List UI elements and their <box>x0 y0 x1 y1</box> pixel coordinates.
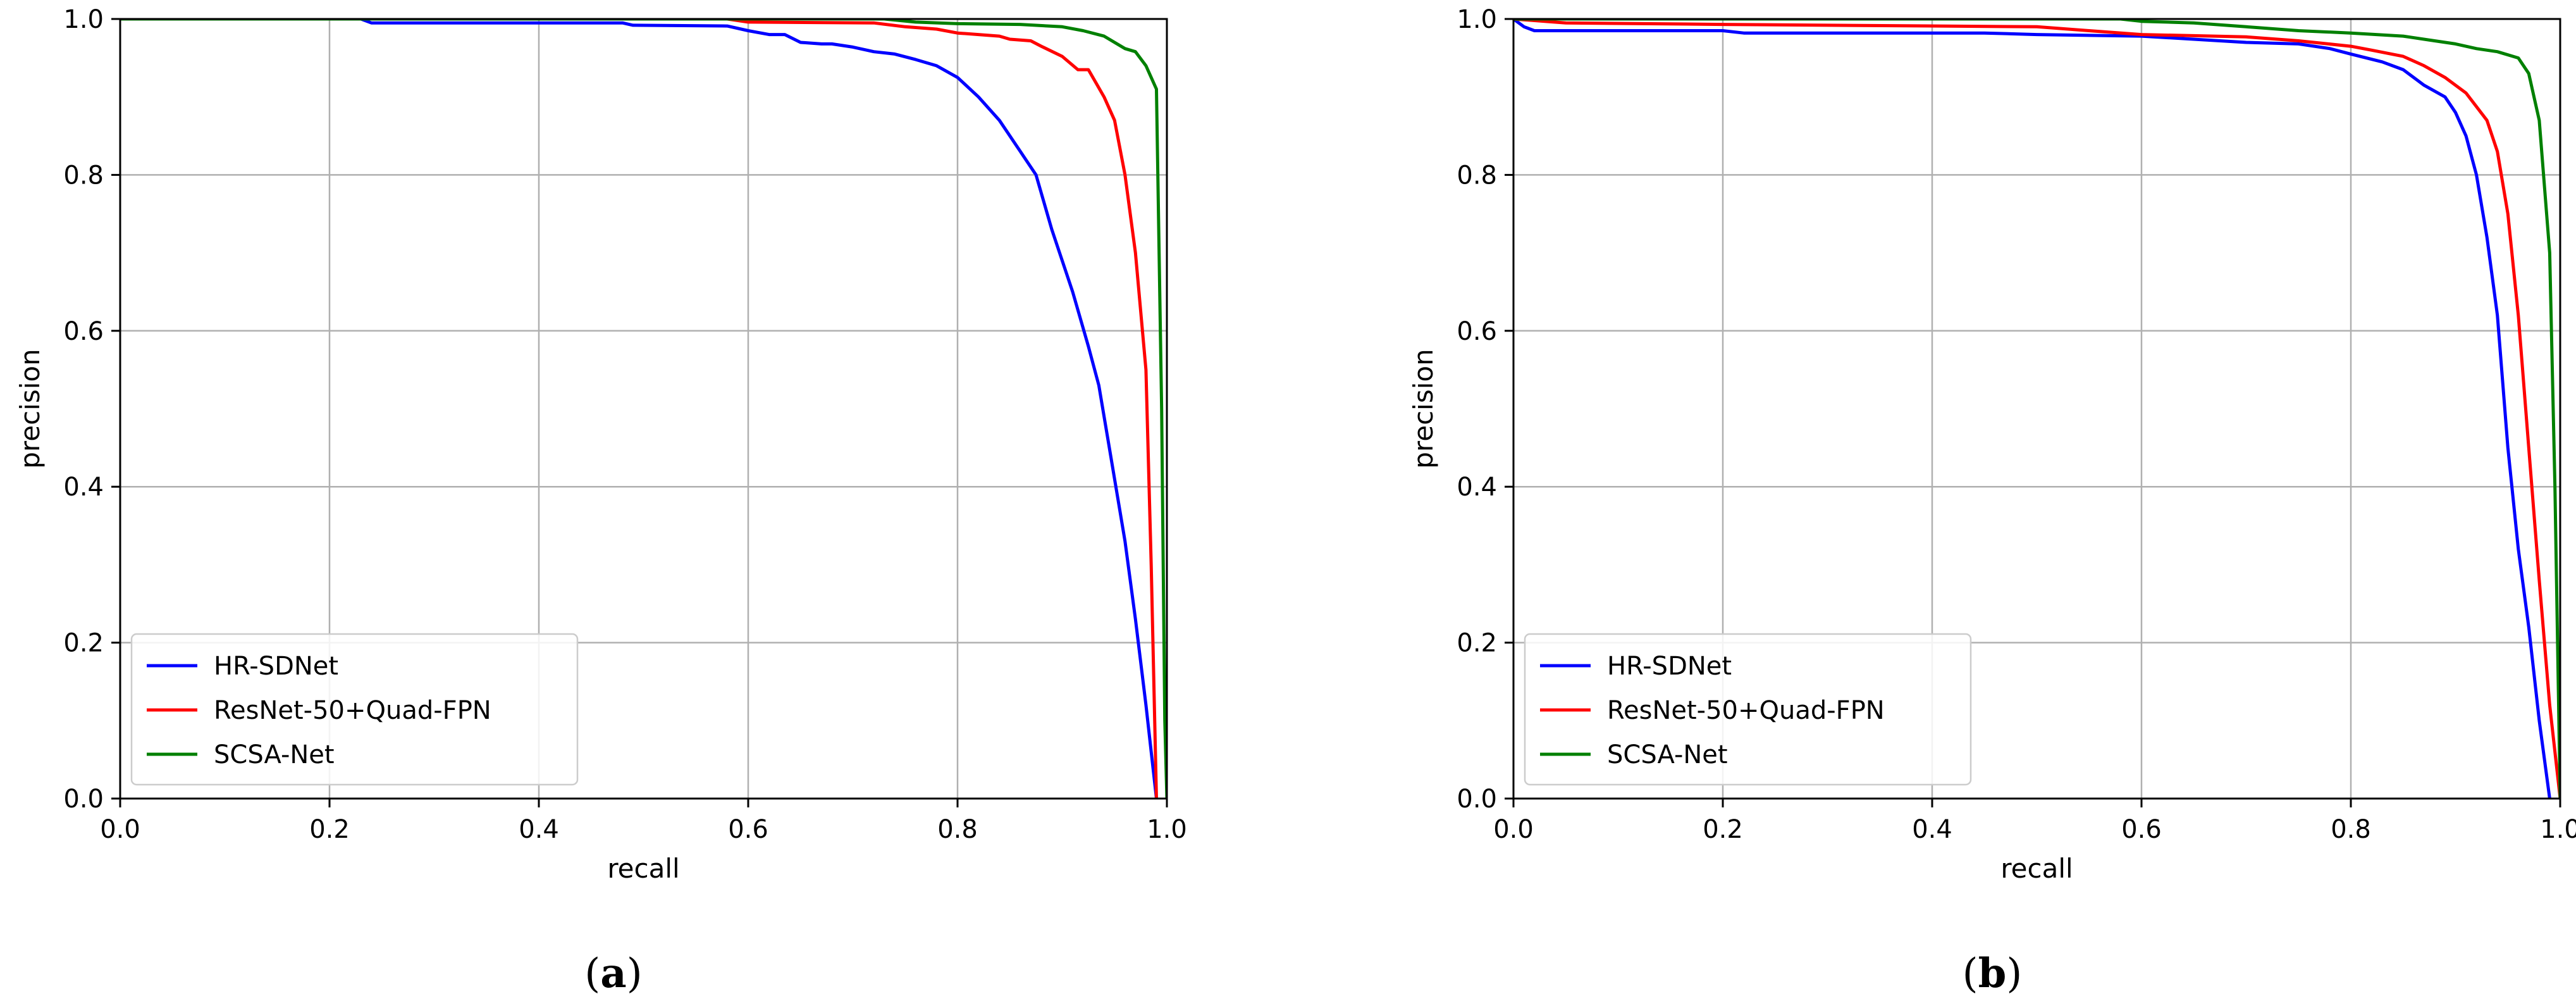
legend-label: HR-SDNet <box>214 652 338 681</box>
y-tick-label: 1.0 <box>1457 5 1497 34</box>
series-line-hr-sdnet <box>1513 19 2551 799</box>
axes-frame <box>119 18 1168 800</box>
x-tick-label: 0.2 <box>309 815 350 844</box>
axes-frame <box>1512 18 2561 800</box>
y-tick-label: 0.2 <box>1457 629 1497 658</box>
legend: HR-SDNet ResNet-50+Quad-FPN SCSA-Net <box>130 633 579 786</box>
y-tick-label: 0.8 <box>63 161 104 190</box>
y-tick-label: 0.8 <box>1457 161 1497 190</box>
chart-panel-a: 0.0 0.2 0.4 0.6 0.8 1.0 0.0 0.2 0.4 0.6 0.8 1.0 reca… <box>15 5 1187 997</box>
legend-label: SCSA-Net <box>1607 740 1728 769</box>
legend-label: SCSA-Net <box>214 740 335 769</box>
x-tick-label: 0.4 <box>1912 815 1952 844</box>
series-group <box>120 19 1167 799</box>
x-tick-label: 0.6 <box>2121 815 2162 844</box>
y-tick-label: 0.0 <box>63 785 104 814</box>
panel-letter: b <box>1978 950 2007 997</box>
x-tick-label: 0.8 <box>937 815 978 844</box>
series-line-scsa-net <box>120 19 1167 799</box>
y-axis-title: precision <box>15 349 46 468</box>
legend-label: ResNet-50+Quad-FPN <box>1607 696 1885 725</box>
x-tick-label: 0.0 <box>1493 815 1534 844</box>
y-tick-label: 0.6 <box>1457 317 1497 346</box>
series-line-resnet-50-quad-fpn <box>1513 19 2560 799</box>
legend-box <box>130 633 579 786</box>
x-tick-label: 0.0 <box>100 815 140 844</box>
series-line-resnet-50-quad-fpn <box>120 19 1158 799</box>
series-line-hr-sdnet <box>120 19 1158 799</box>
y-tick-label: 0.4 <box>1457 473 1497 502</box>
x-axis-title: recall <box>607 853 679 884</box>
legend-box <box>1524 633 1972 786</box>
x-tick-label: 1.0 <box>1147 815 1187 844</box>
x-tick-label: 0.4 <box>519 815 559 844</box>
y-axis-title: precision <box>1408 349 1439 468</box>
x-tick-label: 0.2 <box>1703 815 1743 844</box>
x-tick-label: 0.8 <box>2331 815 2371 844</box>
y-tick-label: 0.2 <box>63 629 104 658</box>
series-group <box>1513 19 2560 799</box>
legend-label: HR-SDNet <box>1607 652 1732 681</box>
y-tick-label: 0.6 <box>63 317 104 346</box>
x-tick-label: 1.0 <box>2540 815 2576 844</box>
panels: 0.0 0.2 0.4 0.6 0.8 1.0 0.0 0.2 0.4 0.6 0.8 1.0 reca… <box>15 5 2576 997</box>
chart-panel-b: 0.0 0.2 0.4 0.6 0.8 1.0 0.0 0.2 0.4 0.6 0.8 1.0 reca… <box>1408 5 2576 997</box>
x-tick-label: 0.6 <box>728 815 768 844</box>
series-line-scsa-net <box>1513 19 2560 799</box>
legend: HR-SDNet ResNet-50+Quad-FPN SCSA-Net <box>1524 633 1972 786</box>
panel-label: (a) <box>584 950 642 997</box>
panel-label: (b) <box>1963 950 2023 997</box>
y-tick-label: 1.0 <box>63 5 104 34</box>
x-axis-title: recall <box>2000 853 2073 884</box>
legend-label: ResNet-50+Quad-FPN <box>214 696 491 725</box>
y-tick-label: 0.4 <box>63 473 104 502</box>
y-tick-label: 0.0 <box>1457 785 1497 814</box>
panel-letter: a <box>600 950 626 997</box>
